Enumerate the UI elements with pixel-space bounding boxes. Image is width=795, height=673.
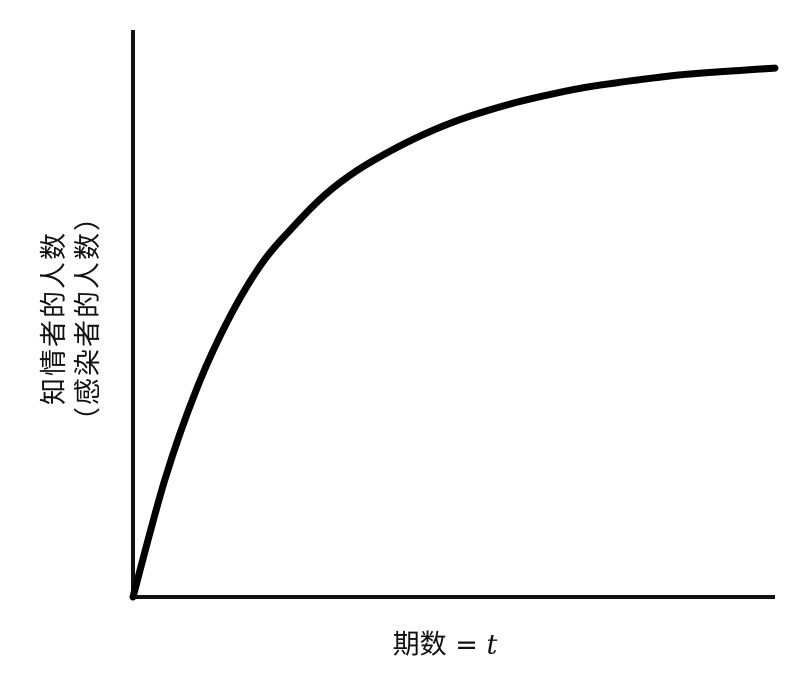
y-axis-label-line-2: （感染者的人数） [73,202,104,434]
series-line-0 [129,64,779,601]
x-axis-label-variable: t [486,629,498,661]
y-axis-label-line-1: 知情者的人数 [39,231,70,405]
series-layer [129,64,779,601]
y-axis-label: 知情者的人数 （感染者的人数） [38,202,106,434]
x-axis-label-text: 期数 = [392,629,487,661]
x-axis-label: 期数 = t [393,623,498,662]
